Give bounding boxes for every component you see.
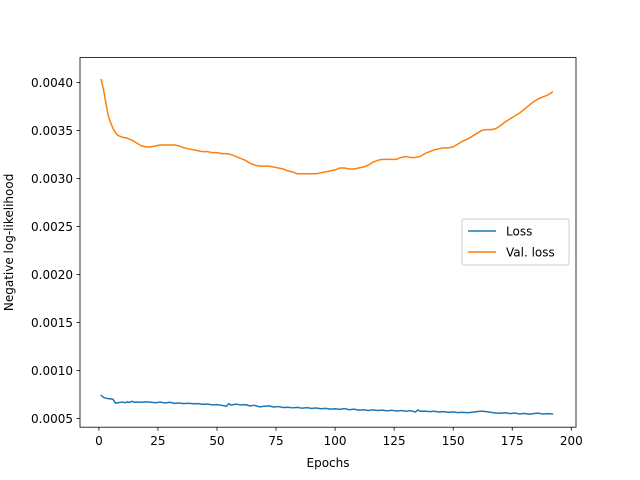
y-tick-label-7: 0.0040 <box>31 76 73 90</box>
y-axis-ticks: 0.0005 0.0010 0.0015 0.0020 0.0025 0.0030 0.00… <box>31 76 80 426</box>
legend-label-0: Loss <box>506 224 532 238</box>
x-tick-label-5: 125 <box>383 434 406 448</box>
y-tick-label-3: 0.0020 <box>31 268 73 282</box>
y-axis-label: Negative log-likelihood <box>2 174 16 311</box>
x-axis-label: Epochs <box>307 456 350 470</box>
x-tick-label-8: 200 <box>560 434 583 448</box>
series-line-1 <box>100 78 554 175</box>
x-tick-label-4: 100 <box>324 434 347 448</box>
series-layer <box>100 78 554 415</box>
y-tick-label-6: 0.0035 <box>31 124 73 138</box>
y-tick-label-5: 0.0030 <box>31 172 73 186</box>
x-axis-ticks: 0 25 50 75 100 125 150 175 200 <box>95 427 583 448</box>
series-line-0 <box>100 394 554 415</box>
x-tick-label-1: 25 <box>150 434 165 448</box>
y-tick-label-2: 0.0015 <box>31 316 73 330</box>
y-tick-label-1: 0.0010 <box>31 364 73 378</box>
y-tick-label-0: 0.0005 <box>31 412 73 426</box>
x-tick-label-3: 75 <box>268 434 283 448</box>
plot-frame <box>79 57 577 428</box>
y-tick-label-4: 0.0025 <box>31 220 73 234</box>
x-tick-label-0: 0 <box>95 434 103 448</box>
x-tick-label-7: 175 <box>501 434 524 448</box>
legend-label-1: Val. loss <box>506 245 555 259</box>
legend: Loss Val. loss <box>461 218 570 266</box>
x-tick-label-2: 50 <box>209 434 224 448</box>
x-tick-label-6: 150 <box>442 434 465 448</box>
